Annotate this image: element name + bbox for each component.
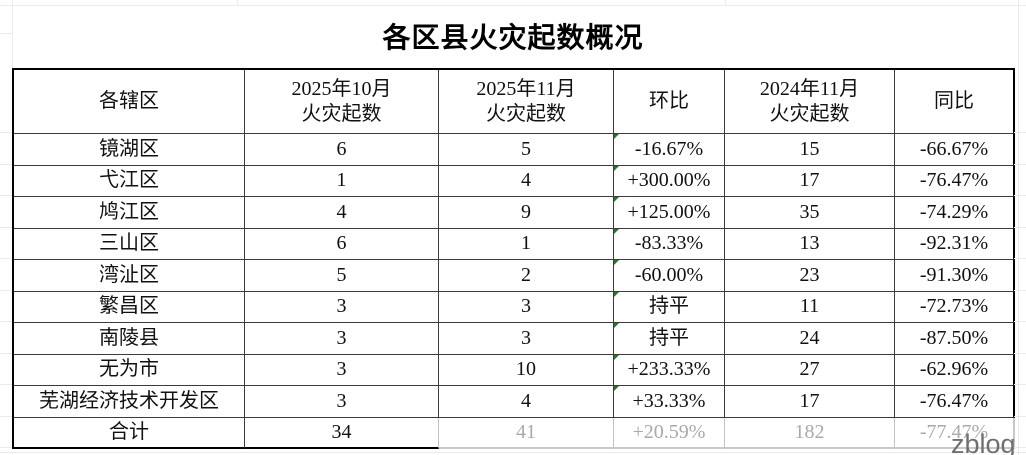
gridline <box>0 33 12 34</box>
header-yoy: 同比 <box>895 70 1015 134</box>
gridline <box>725 0 726 5</box>
gridline <box>1014 258 1026 259</box>
gridline <box>237 0 238 5</box>
gridline <box>0 452 1026 453</box>
cell-nov2024: 17 <box>725 386 895 418</box>
cell-nov2024: 13 <box>725 228 895 260</box>
cell-nov2024: 23 <box>725 260 895 292</box>
gridline <box>12 0 13 68</box>
cell-nov2024: 17 <box>725 165 895 197</box>
cell-district: 南陵县 <box>14 323 245 355</box>
cell-oct2025: 5 <box>245 260 439 292</box>
cell-nov2024: 15 <box>725 134 895 166</box>
cell-district: 鸠江区 <box>14 197 245 229</box>
gridline <box>1014 132 1026 133</box>
cell-yoy: -76.47% <box>895 165 1015 197</box>
cell-nov2024: 11 <box>725 291 895 323</box>
gridline <box>1014 289 1026 291</box>
gridline <box>0 258 12 259</box>
cell-nov2025: 3 <box>439 291 614 323</box>
cell-yoy: -77.47% <box>895 417 1015 449</box>
cell-nov2024: 24 <box>725 323 895 355</box>
gridline <box>0 289 12 291</box>
gridline <box>1014 226 1026 228</box>
page-title: 各区县火灾起数概况 <box>382 23 644 54</box>
gridline <box>0 132 12 133</box>
cell-mom: 持平 <box>614 291 725 323</box>
cell-mom: +20.59% <box>614 417 725 449</box>
gridline <box>1014 163 1026 165</box>
cell-district: 合计 <box>14 417 245 449</box>
gridline <box>0 195 12 196</box>
cell-oct2025: 3 <box>245 386 439 418</box>
cell-nov2024: 182 <box>725 417 895 449</box>
gridline <box>0 415 12 417</box>
cell-district: 三山区 <box>14 228 245 260</box>
cell-mom: +125.00% <box>614 197 725 229</box>
cell-mom: +33.33% <box>614 386 725 418</box>
header-mom: 环比 <box>614 70 725 134</box>
cell-mom: -16.67% <box>614 134 725 166</box>
cell-yoy: -76.47% <box>895 386 1015 418</box>
cell-yoy: -91.30% <box>895 260 1015 292</box>
watermark: zblog <box>951 429 1016 455</box>
cell-yoy: -87.50% <box>895 323 1015 355</box>
cell-yoy: -92.31% <box>895 228 1015 260</box>
cell-nov2025: 10 <box>439 354 614 386</box>
gridline <box>1014 415 1026 417</box>
cell-mom: +233.33% <box>614 354 725 386</box>
gridline <box>0 384 12 385</box>
cell-yoy: -62.96% <box>895 354 1015 386</box>
gridline <box>0 321 12 322</box>
gridline <box>1014 195 1026 196</box>
cell-nov2025: 2 <box>439 260 614 292</box>
cell-district: 繁昌区 <box>14 291 245 323</box>
cell-mom: -60.00% <box>614 260 725 292</box>
cell-nov2025: 1 <box>439 228 614 260</box>
cell-nov2024: 27 <box>725 354 895 386</box>
header-district: 各辖区 <box>14 70 245 134</box>
cell-oct2025: 4 <box>245 197 439 229</box>
gridline <box>0 447 12 448</box>
cell-nov2025: 9 <box>439 197 614 229</box>
cell-yoy: -74.29% <box>895 197 1015 229</box>
gridline <box>1014 447 1026 448</box>
cell-nov2025: 4 <box>439 386 614 418</box>
gridline <box>1018 0 1019 455</box>
cell-mom: +300.00% <box>614 165 725 197</box>
cell-district: 弋江区 <box>14 165 245 197</box>
cell-oct2025: 3 <box>245 291 439 323</box>
cell-nov2025: 5 <box>439 134 614 166</box>
header-nov2025: 2025年11月 火灾起数 <box>439 70 614 134</box>
gridline <box>1014 321 1026 322</box>
cell-district: 镜湖区 <box>14 134 245 166</box>
header-oct2025: 2025年10月 火灾起数 <box>245 70 439 134</box>
gridline <box>0 226 12 228</box>
header-nov2024: 2024年11月 火灾起数 <box>725 70 895 134</box>
cell-nov2024: 35 <box>725 197 895 229</box>
gridline <box>0 352 12 354</box>
cell-oct2025: 3 <box>245 323 439 355</box>
cell-yoy: -66.67% <box>895 134 1015 166</box>
cell-mom: 持平 <box>614 323 725 355</box>
gridline <box>1014 352 1026 354</box>
gridline <box>0 5 1026 6</box>
cell-district: 芜湖经济技术开发区 <box>14 386 245 418</box>
cell-nov2025: 41 <box>439 417 614 449</box>
cell-oct2025: 34 <box>245 417 439 449</box>
cell-mom: -83.33% <box>614 228 725 260</box>
gridline <box>0 163 12 165</box>
cell-district: 湾沚区 <box>14 260 245 292</box>
cell-oct2025: 6 <box>245 228 439 260</box>
gridline <box>1014 384 1026 385</box>
cell-oct2025: 1 <box>245 165 439 197</box>
cell-oct2025: 3 <box>245 354 439 386</box>
cell-nov2025: 3 <box>439 323 614 355</box>
cell-nov2025: 4 <box>439 165 614 197</box>
cell-yoy: -72.73% <box>895 291 1015 323</box>
cell-district: 无为市 <box>14 354 245 386</box>
cell-oct2025: 6 <box>245 134 439 166</box>
fire-stats-table: 各辖区 2025年10月 火灾起数 2025年11月 火灾起数 环比 2024年… <box>12 68 1015 449</box>
